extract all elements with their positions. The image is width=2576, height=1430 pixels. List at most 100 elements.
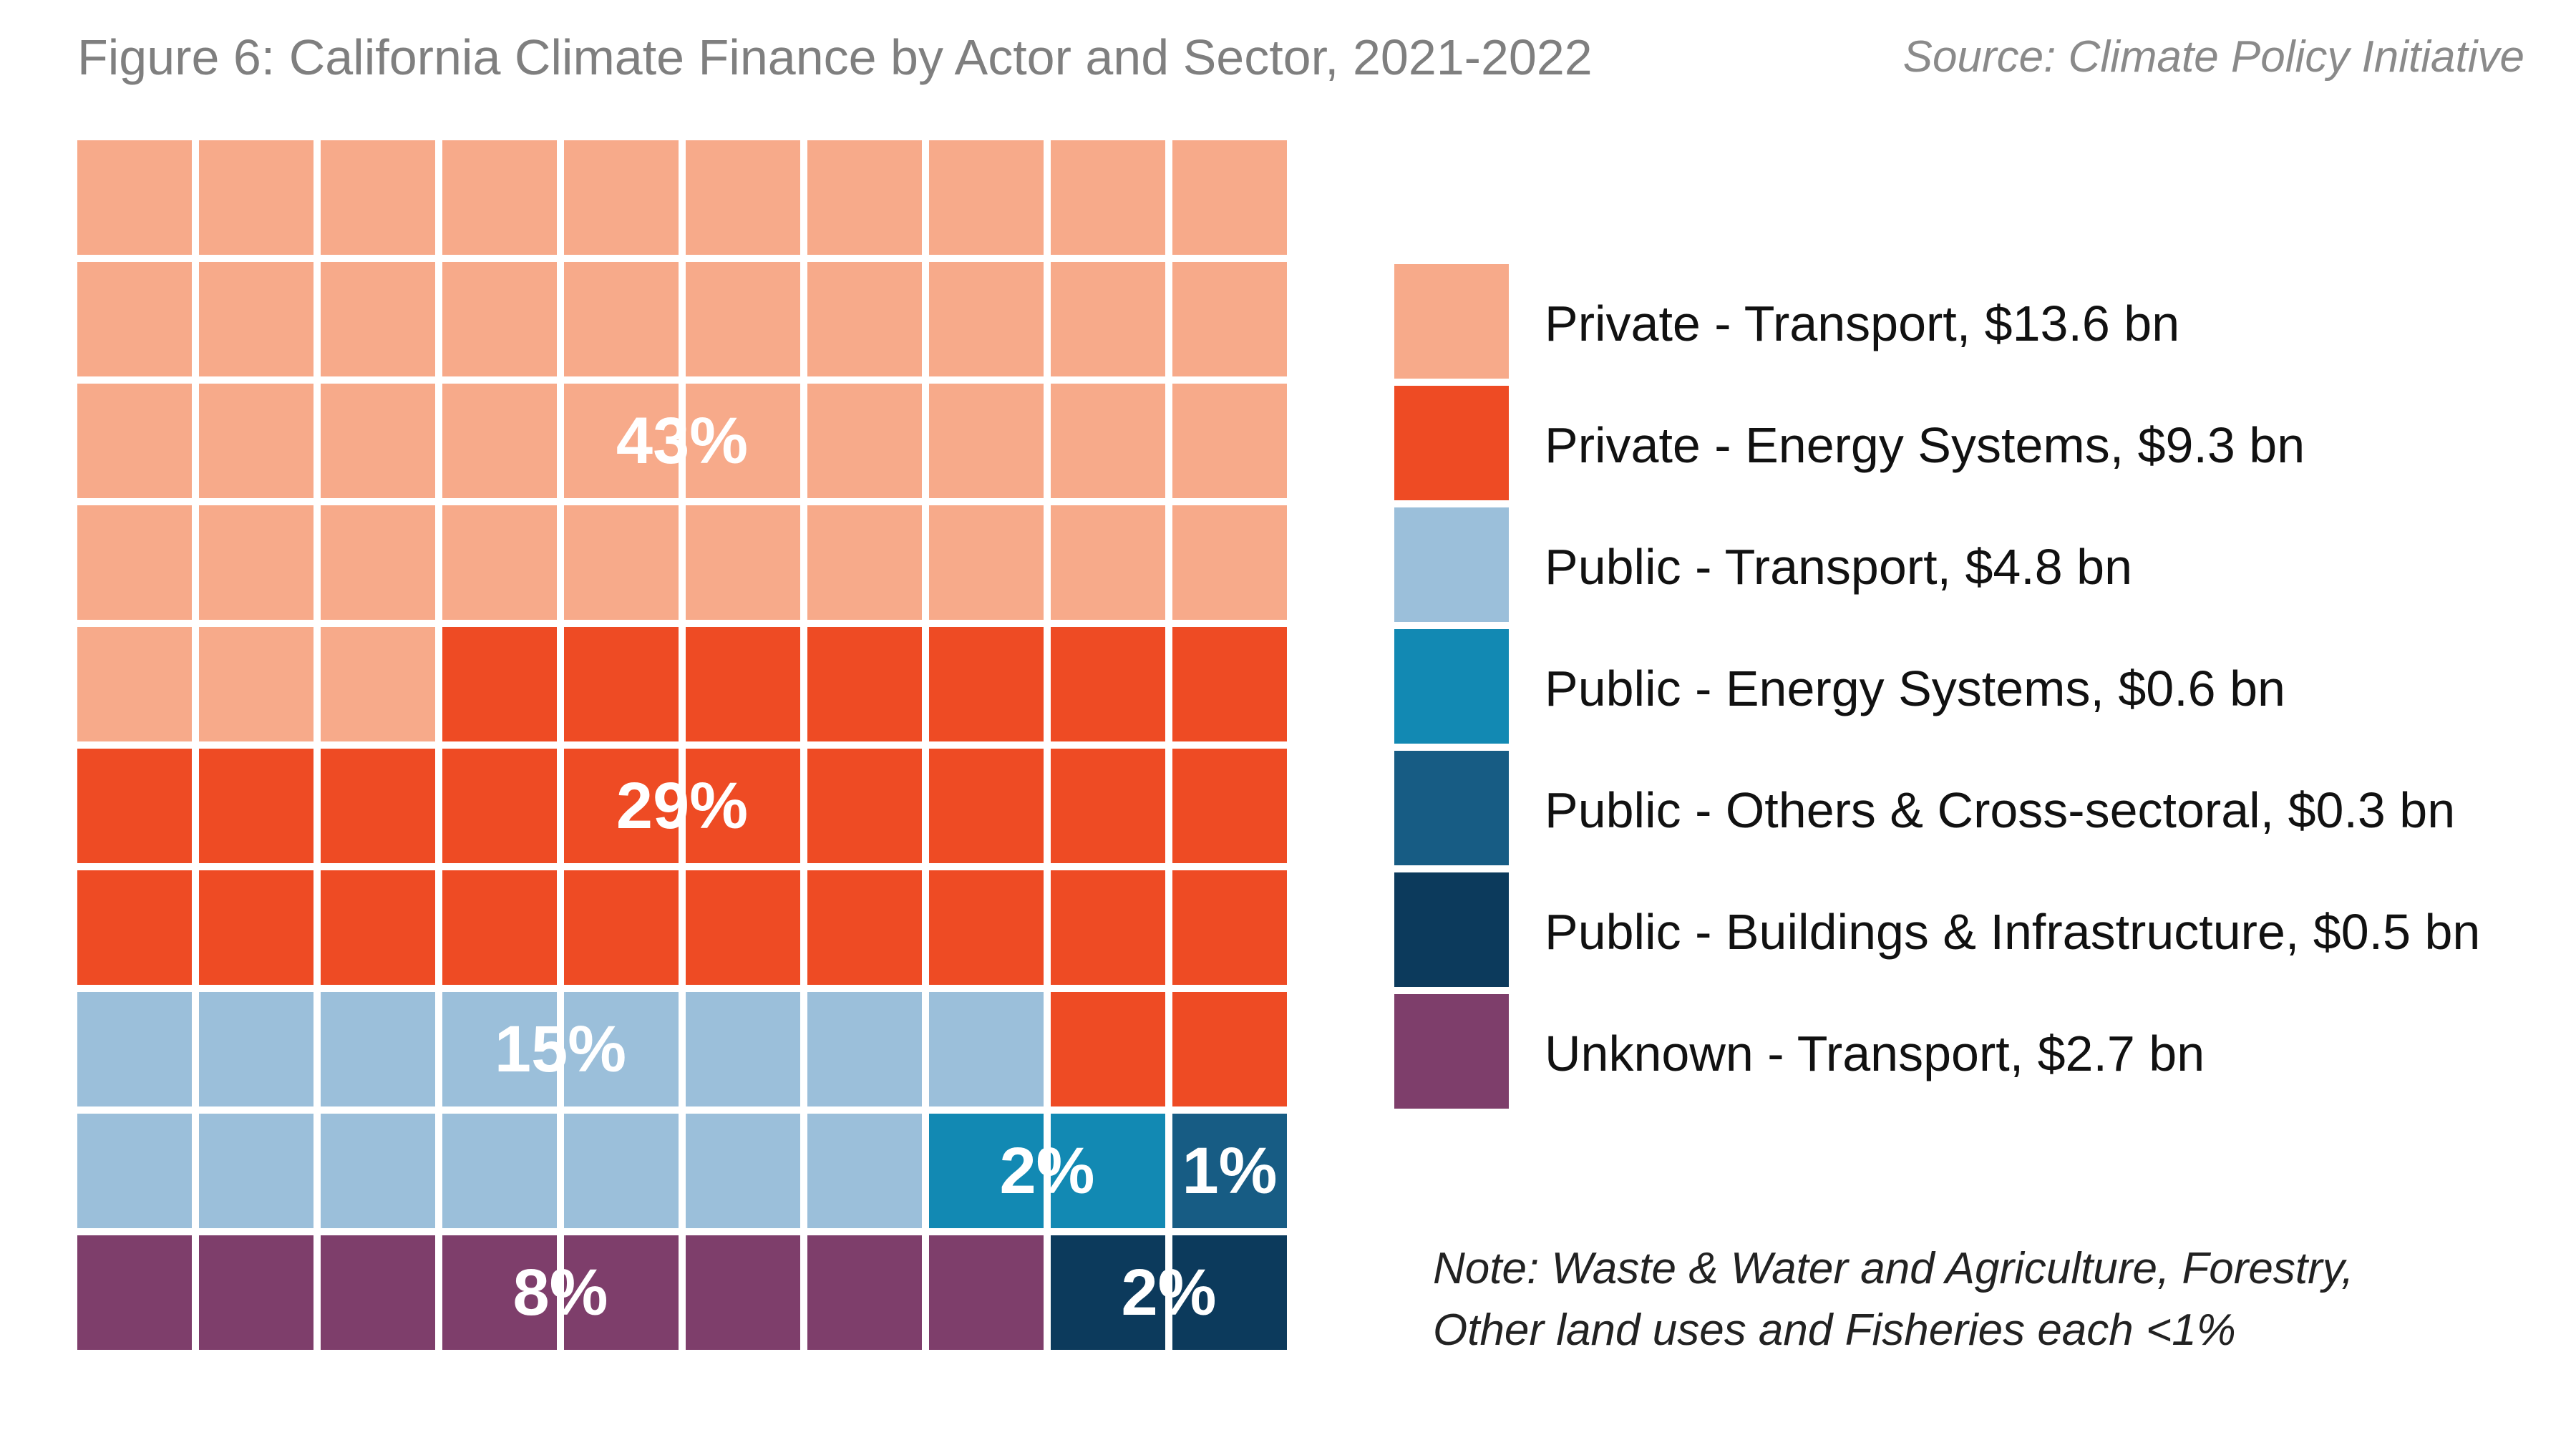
waffle-cell-private-transport: [442, 140, 557, 255]
percent-label-private-energy-systems: 29%: [616, 769, 748, 842]
waffle-cell-private-transport: [564, 140, 679, 255]
legend-label: Private - Energy Systems, $9.3 bn: [1545, 417, 2305, 473]
waffle-cell-private-energy-systems: [77, 870, 192, 985]
waffle-cell-unknown-transport: [321, 1235, 435, 1350]
legend-label: Public - Buildings & Infrastructure, $0.…: [1545, 904, 2481, 960]
waffle-cell-private-energy-systems: [807, 870, 922, 985]
waffle-cell-private-transport: [442, 262, 557, 376]
waffle-cell-private-energy-systems: [564, 870, 679, 985]
waffle-cell-private-transport: [1172, 140, 1287, 255]
waffle-cell-private-energy-systems: [929, 627, 1044, 741]
waffle-cell-private-energy-systems: [199, 870, 314, 985]
waffle-cell-private-transport: [564, 505, 679, 620]
waffle-cell-public-transport: [442, 1114, 557, 1228]
legend-swatch: [1394, 264, 1509, 379]
waffle-cell-unknown-transport: [442, 1235, 557, 1350]
waffle-cell-private-transport: [1051, 505, 1165, 620]
waffle-cell-private-energy-systems: [442, 870, 557, 985]
waffle-cell-public-transport: [77, 1114, 192, 1228]
legend-label: Public - Transport, $4.8 bn: [1545, 539, 2132, 595]
waffle-cell-private-transport: [1172, 262, 1287, 376]
waffle-cell-private-transport: [77, 384, 192, 498]
waffle-cell-private-transport: [564, 262, 679, 376]
waffle-cell-public-transport: [199, 1114, 314, 1228]
waffle-cell-public-transport: [686, 992, 800, 1106]
chart-header: Figure 6: California Climate Finance by …: [77, 29, 2524, 93]
waffle-cell-public-transport: [807, 992, 922, 1106]
waffle-cell-private-energy-systems: [321, 749, 435, 863]
waffle-cell-private-transport: [77, 627, 192, 741]
waffle-cell-public-buildings-and-infrastructure: [1051, 1235, 1165, 1350]
waffle-cell-private-energy-systems: [686, 749, 800, 863]
waffle-cell-private-transport: [1172, 505, 1287, 620]
legend-label: Unknown - Transport, $2.7 bn: [1545, 1026, 2205, 1081]
waffle-cell-private-transport: [77, 505, 192, 620]
waffle-cell-public-transport: [199, 992, 314, 1106]
waffle-cell-private-transport: [686, 262, 800, 376]
waffle-cell-private-transport: [321, 505, 435, 620]
waffle-cell-unknown-transport: [686, 1235, 800, 1350]
legend-swatch: [1394, 994, 1509, 1109]
legend-swatch: [1394, 872, 1509, 987]
waffle-cell-public-transport: [321, 1114, 435, 1228]
waffle-cell-private-transport: [199, 384, 314, 498]
waffle-cell-private-energy-systems: [564, 749, 679, 863]
waffle-cell-private-energy-systems: [1172, 749, 1287, 863]
waffle-cell-unknown-transport: [929, 1235, 1044, 1350]
legend-swatch: [1394, 386, 1509, 500]
waffle-cell-private-transport: [1172, 384, 1287, 498]
waffle-cell-private-energy-systems: [929, 870, 1044, 985]
legend-swatch: [1394, 629, 1509, 744]
waffle-cell-private-transport: [686, 505, 800, 620]
waffle-cell-unknown-transport: [807, 1235, 922, 1350]
waffle-cell-unknown-transport: [564, 1235, 679, 1350]
waffle-cells: [77, 140, 1287, 1350]
waffle-cell-private-energy-systems: [564, 627, 679, 741]
waffle-cell-private-transport: [199, 627, 314, 741]
waffle-cell-private-energy-systems: [442, 749, 557, 863]
waffle-cell-private-energy-systems: [199, 749, 314, 863]
percent-label-public-transport: 15%: [495, 1013, 626, 1086]
waffle-cell-private-energy-systems: [77, 749, 192, 863]
waffle-cell-public-transport: [77, 992, 192, 1106]
waffle-cell-private-transport: [199, 505, 314, 620]
percent-label-public-energy-systems: 2%: [1000, 1134, 1095, 1207]
waffle-cell-private-transport: [77, 262, 192, 376]
waffle-cell-private-transport: [199, 140, 314, 255]
waffle-cell-private-energy-systems: [929, 749, 1044, 863]
waffle-cell-private-energy-systems: [1172, 992, 1287, 1106]
legend-label: Public - Energy Systems, $0.6 bn: [1545, 661, 2285, 716]
waffle-cell-private-transport: [686, 140, 800, 255]
waffle-cell-private-transport: [807, 505, 922, 620]
waffle-cell-private-energy-systems: [442, 627, 557, 741]
legend-label: Private - Transport, $13.6 bn: [1545, 296, 2180, 351]
waffle-cell-private-transport: [929, 384, 1044, 498]
waffle-cell-private-energy-systems: [807, 627, 922, 741]
waffle-cell-private-transport: [321, 384, 435, 498]
waffle-cell-private-transport: [1051, 384, 1165, 498]
legend-label: Public - Others & Cross-sectoral, $0.3 b…: [1545, 782, 2456, 838]
waffle-cell-unknown-transport: [199, 1235, 314, 1350]
waffle-cell-public-transport: [564, 992, 679, 1106]
waffle-cell-private-energy-systems: [686, 870, 800, 985]
waffle-cell-public-transport: [686, 1114, 800, 1228]
percent-label-unknown-transport: 8%: [513, 1256, 608, 1329]
waffle-cell-private-transport: [442, 505, 557, 620]
waffle-cell-private-energy-systems: [1051, 627, 1165, 741]
waffle-cell-private-energy-systems: [1172, 627, 1287, 741]
waffle-cell-private-energy-systems: [321, 870, 435, 985]
legend-swatch: [1394, 751, 1509, 865]
waffle-cell-private-transport: [807, 262, 922, 376]
waffle-cell-public-transport: [807, 1114, 922, 1228]
waffle-cell-private-energy-systems: [1051, 870, 1165, 985]
waffle-cell-private-transport: [929, 505, 1044, 620]
note-line-1: Note: Waste & Water and Agriculture, For…: [1433, 1244, 2354, 1293]
waffle-cell-private-transport: [686, 384, 800, 498]
waffle-cell-public-transport: [321, 992, 435, 1106]
waffle-cell-private-transport: [77, 140, 192, 255]
chart-title: Figure 6: California Climate Finance by …: [77, 29, 1593, 85]
waffle-cell-private-transport: [807, 140, 922, 255]
legend-swatch: [1394, 507, 1509, 622]
waffle-cell-private-transport: [929, 262, 1044, 376]
waffle-cell-private-transport: [929, 140, 1044, 255]
